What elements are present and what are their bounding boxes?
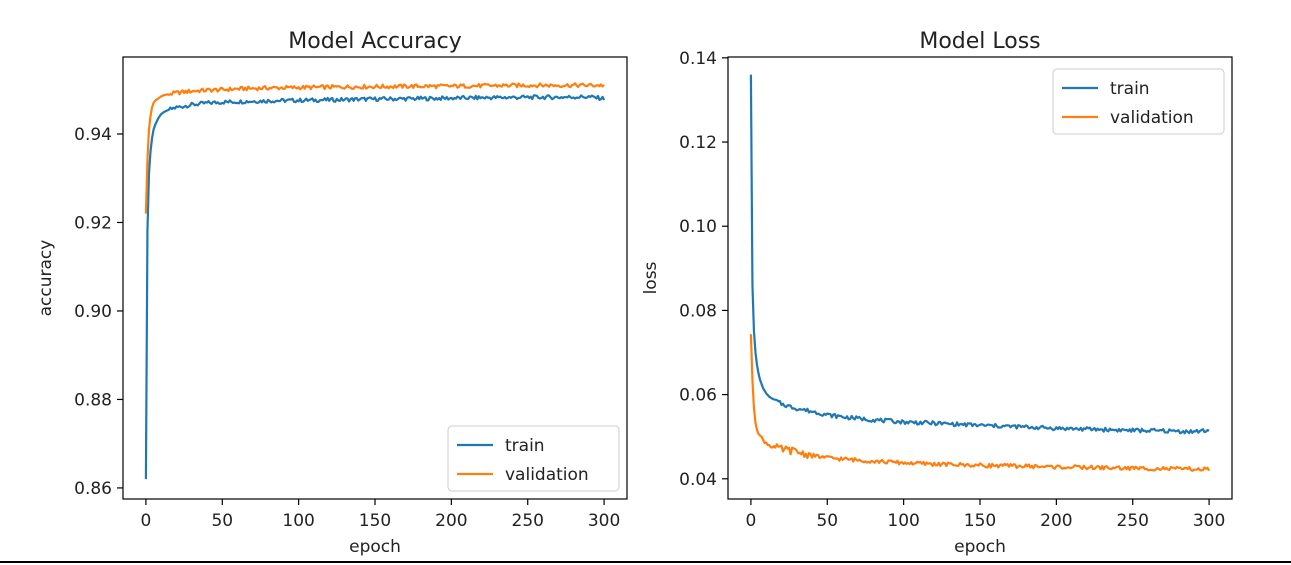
x-tick-label: 50 xyxy=(211,511,233,531)
legend: train validation xyxy=(447,425,620,492)
series-line-train xyxy=(144,94,606,480)
legend-label-train: train xyxy=(505,436,545,456)
y-axis-label: accuracy xyxy=(36,240,56,317)
y-tick-label: 0.86 xyxy=(74,479,112,499)
x-tick-label: 200 xyxy=(435,511,467,531)
chart-title: Model Accuracy xyxy=(288,29,462,54)
x-axis-label: epoch xyxy=(954,537,1006,557)
legend: train validation xyxy=(1052,68,1225,135)
y-tick-label: 0.12 xyxy=(679,133,717,153)
legend-label-train: train xyxy=(1110,79,1150,99)
y-tick-label: 0.88 xyxy=(74,390,112,410)
x-tick-label: 150 xyxy=(964,511,996,531)
y-tick-label: 0.14 xyxy=(679,49,717,69)
x-axis-label: epoch xyxy=(349,537,401,557)
x-tick-label: 150 xyxy=(359,511,391,531)
series-lines xyxy=(749,74,1211,472)
y-tick-label: 0.04 xyxy=(679,470,717,490)
accuracy-plot: Model Accuracy 0 50 100 150 200 250 300 0.86 0.88… xyxy=(36,29,628,557)
series-lines xyxy=(144,82,606,480)
x-tick-label: 300 xyxy=(1193,511,1225,531)
y-tick-label: 0.94 xyxy=(74,125,112,145)
series-line-train xyxy=(749,74,1210,435)
y-tick-label: 0.90 xyxy=(74,302,112,322)
y-tick-label: 0.06 xyxy=(679,386,717,406)
y-tick-label: 0.92 xyxy=(74,213,112,233)
x-tick-label: 250 xyxy=(512,511,544,531)
x-tick-label: 100 xyxy=(282,511,314,531)
y-axis-label: loss xyxy=(641,261,661,294)
x-tick-label: 100 xyxy=(887,511,919,531)
loss-plot: Model Loss 0 50 100 150 200 250 300 0.04 0.06 0.08… xyxy=(641,29,1233,557)
legend-label-validation: validation xyxy=(1110,108,1194,128)
series-line-validation xyxy=(749,334,1211,472)
x-tick-label: 0 xyxy=(140,511,151,531)
y-tick-label: 0.10 xyxy=(679,217,717,237)
x-tick-label: 0 xyxy=(745,511,756,531)
x-tick-label: 50 xyxy=(816,511,838,531)
series-line-validation xyxy=(144,82,605,214)
x-tick-label: 250 xyxy=(1117,511,1149,531)
x-tick-label: 200 xyxy=(1040,511,1072,531)
legend-label-validation: validation xyxy=(505,465,589,485)
x-tick-label: 300 xyxy=(588,511,620,531)
chart-title: Model Loss xyxy=(919,29,1040,54)
y-tick-label: 0.08 xyxy=(679,301,717,321)
